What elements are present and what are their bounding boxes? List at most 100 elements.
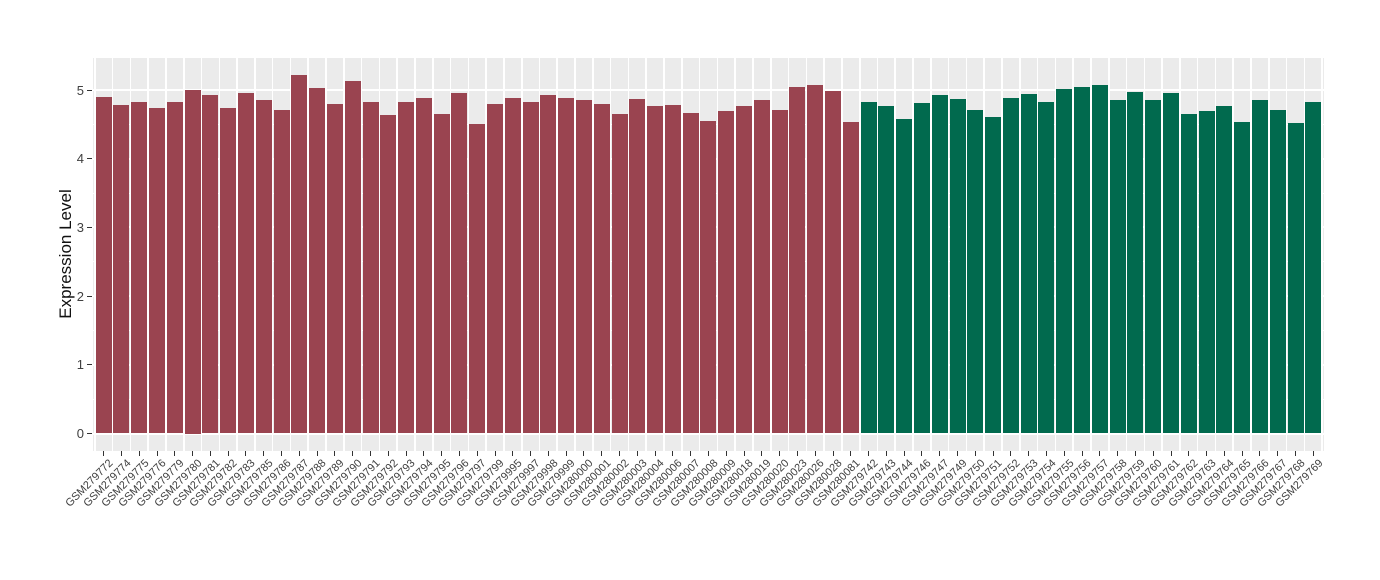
- x-tick-mark: [974, 451, 976, 456]
- bar: [842, 121, 859, 434]
- v-gridline: [503, 58, 505, 451]
- v-gridline: [894, 58, 897, 451]
- v-gridline: [930, 58, 932, 451]
- v-gridline: [1196, 58, 1199, 451]
- y-tick-label: 1: [76, 357, 84, 373]
- v-gridline: [1019, 58, 1021, 451]
- bar: [1020, 94, 1037, 434]
- x-tick-mark: [138, 451, 140, 456]
- x-tick-mark: [245, 451, 247, 456]
- bar: [558, 97, 575, 434]
- v-gridline: [698, 58, 701, 451]
- y-tick-label: 2: [76, 288, 84, 304]
- bar: [1251, 99, 1268, 434]
- bar: [1198, 111, 1215, 434]
- x-tick-mark: [547, 451, 549, 456]
- v-gridline: [627, 58, 630, 451]
- y-tick-mark: [87, 89, 92, 91]
- x-tick-mark: [1188, 451, 1190, 456]
- v-gridline: [663, 58, 665, 451]
- v-gridline: [592, 58, 594, 451]
- x-tick-mark: [1152, 451, 1154, 456]
- x-tick-mark: [1099, 451, 1101, 456]
- v-gridline: [769, 58, 772, 451]
- x-tick-mark: [690, 451, 692, 456]
- x-tick-mark: [583, 451, 585, 456]
- v-gridline: [325, 58, 327, 451]
- bar: [753, 100, 770, 434]
- y-tick-label: 5: [76, 82, 84, 98]
- v-gridline: [1303, 58, 1306, 451]
- x-tick-mark: [708, 451, 709, 456]
- x-tick-mark: [619, 451, 621, 456]
- bar: [415, 98, 432, 434]
- bar: [700, 120, 717, 434]
- v-gridline: [396, 58, 398, 451]
- v-gridline: [111, 58, 114, 451]
- x-tick-mark: [423, 451, 425, 456]
- x-tick-mark: [316, 451, 318, 456]
- bar: [1234, 121, 1251, 434]
- v-gridline: [93, 58, 96, 451]
- bar: [309, 87, 326, 434]
- x-tick-mark: [743, 451, 745, 456]
- x-tick-mark: [1081, 451, 1083, 456]
- bar: [540, 94, 557, 434]
- bar: [949, 98, 966, 434]
- x-tick-mark: [352, 451, 354, 456]
- bar: [95, 96, 112, 434]
- bar: [1216, 105, 1233, 434]
- h-gridline-major: [93, 89, 1324, 91]
- bar: [896, 118, 913, 434]
- v-gridline: [1321, 58, 1323, 451]
- bar: [807, 85, 824, 434]
- x-tick-mark: [156, 451, 158, 456]
- x-tick-mark: [779, 451, 781, 456]
- v-gridline: [1179, 58, 1181, 451]
- v-gridline: [681, 58, 683, 451]
- v-gridline: [1143, 58, 1146, 451]
- bar: [1109, 100, 1126, 434]
- bar: [469, 123, 486, 434]
- x-tick-mark: [921, 451, 923, 456]
- bar: [433, 114, 450, 434]
- v-gridline: [254, 58, 256, 451]
- x-tick-mark: [530, 451, 532, 456]
- x-tick-mark: [192, 451, 194, 456]
- v-gridline: [271, 58, 274, 451]
- x-tick-mark: [263, 451, 265, 456]
- v-gridline: [1054, 58, 1057, 451]
- x-tick-mark: [1223, 451, 1225, 456]
- x-tick-mark: [903, 451, 905, 456]
- x-tick-mark: [939, 451, 941, 456]
- bar: [398, 102, 415, 434]
- x-tick-mark: [636, 451, 638, 456]
- v-gridline: [858, 58, 861, 451]
- v-gridline: [129, 58, 132, 451]
- v-gridline: [965, 58, 968, 451]
- y-tick-mark: [87, 226, 92, 228]
- v-gridline: [218, 58, 221, 451]
- v-gridline: [449, 58, 452, 451]
- y-tick-mark: [87, 364, 92, 366]
- bar: [362, 102, 379, 434]
- v-gridline: [947, 58, 950, 451]
- bar: [1056, 89, 1073, 434]
- x-tick-mark: [494, 451, 496, 456]
- bar: [1074, 87, 1091, 434]
- bar: [380, 114, 397, 434]
- v-gridline: [1001, 58, 1003, 451]
- bar: [1127, 92, 1144, 434]
- bar: [593, 103, 610, 434]
- bar: [629, 98, 646, 434]
- bar: [237, 93, 254, 434]
- v-gridline: [1072, 58, 1074, 451]
- v-gridline: [574, 58, 576, 451]
- x-tick-mark: [1010, 451, 1012, 456]
- x-tick-mark: [832, 451, 834, 456]
- x-tick-mark: [992, 451, 994, 456]
- x-tick-mark: [441, 451, 443, 456]
- bar: [504, 97, 521, 434]
- x-tick-mark: [1241, 451, 1243, 456]
